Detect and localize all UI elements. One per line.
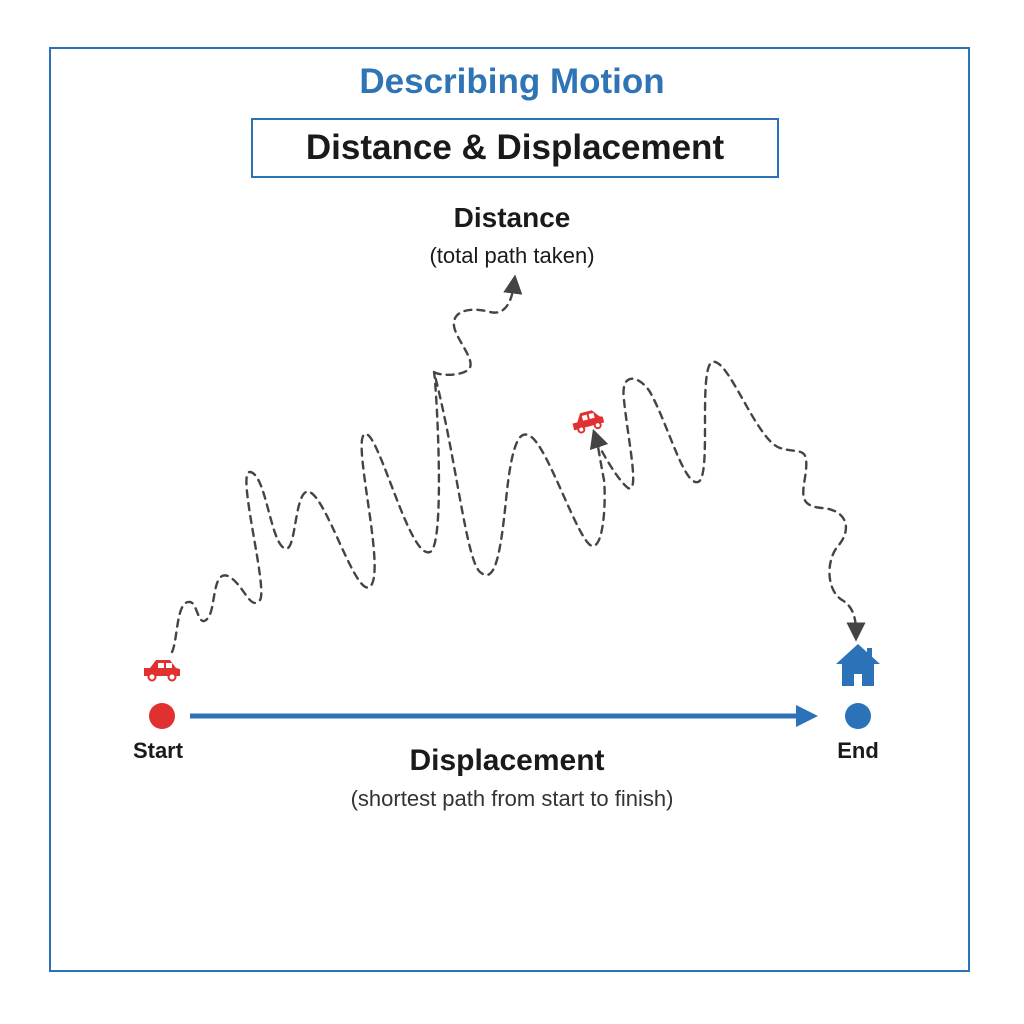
distance-sublabel: (total path taken) [429, 243, 595, 268]
displacement-arrowhead [796, 705, 818, 727]
page-title: Describing Motion [359, 62, 665, 101]
distance-path-upper [432, 274, 523, 376]
distance-label: Distance [453, 202, 571, 233]
diagram-frame [49, 47, 970, 972]
distance-path [170, 371, 609, 654]
end-label: End [837, 738, 879, 763]
displacement-sublabel: (shortest path from start to finish) [350, 786, 674, 811]
distance-path-right [594, 360, 866, 642]
car-icon [144, 660, 180, 682]
car-icon [572, 410, 605, 434]
displacement-label: Displacement [409, 744, 605, 777]
start-label: Start [132, 738, 184, 763]
end-point [845, 703, 871, 729]
start-point [149, 703, 175, 729]
subtitle-box: Distance & Displacement [251, 118, 779, 178]
house-icon [836, 644, 880, 686]
